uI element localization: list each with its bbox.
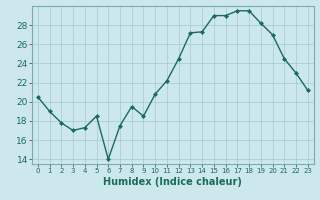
X-axis label: Humidex (Indice chaleur): Humidex (Indice chaleur) bbox=[103, 177, 242, 187]
